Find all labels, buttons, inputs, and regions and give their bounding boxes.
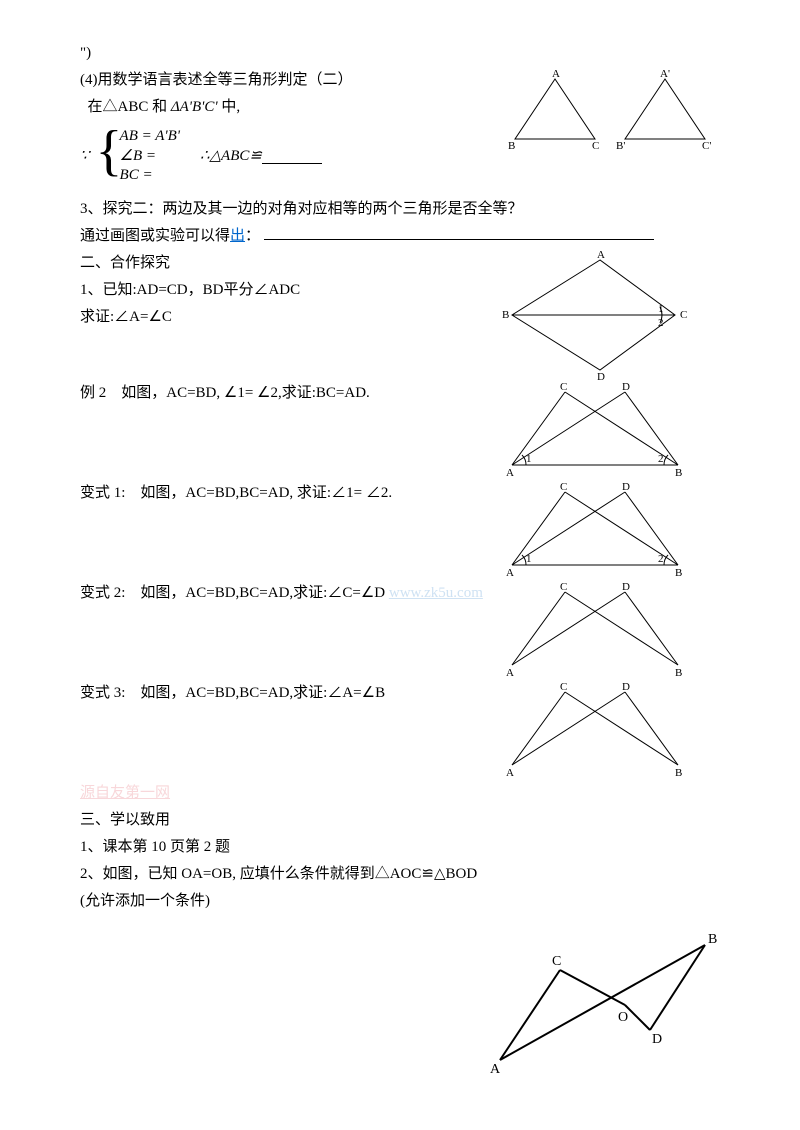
in-tri-prefix: 在△ABC 和 — [88, 99, 168, 115]
variant-1: 变式 1: 如图，AC=BD,BC=AD, 求证:∠1= ∠2. A B — [80, 480, 720, 580]
in-tri-tail: 中, — [221, 99, 240, 115]
label-Cp: C' — [702, 140, 711, 152]
in-triangles: 在△ABC 和 ΔA'B'C' 中, — [80, 94, 500, 121]
w4-A: A — [506, 767, 514, 779]
var3-text: 变式 3: 如图，AC=BD,BC=AD,求证:∠A=∠B — [80, 680, 500, 707]
variant-3: 变式 3: 如图，AC=BD,BC=AD,求证:∠A=∠B A B C D — [80, 680, 720, 780]
brace-l1: AB = A'B' — [120, 127, 180, 147]
w2-B: B — [675, 567, 682, 579]
p1-l1: 1、已知:AD=CD，BD平分∠ADC — [80, 277, 500, 304]
r-B: B — [502, 309, 509, 321]
w2-A: A — [506, 567, 514, 579]
w-fig-3: A B C D — [500, 580, 720, 680]
r-A: A — [597, 250, 605, 261]
brace-l2: ∠B = — [120, 147, 180, 167]
label-C: C — [592, 140, 599, 152]
example-2: 例 2 如图，AC=BD, ∠1= ∠2,求证:BC=AD. A B — [80, 380, 720, 480]
p3-1: 1、课本第 10 页第 2 题 — [80, 834, 720, 861]
w1-2: 2 — [658, 453, 664, 465]
r-1: 1 — [658, 303, 664, 315]
w3-C: C — [560, 581, 567, 593]
brace-symbol: { — [96, 123, 123, 179]
w1-D: D — [622, 381, 630, 393]
w4-D: D — [622, 681, 630, 693]
w2-D: D — [622, 481, 630, 493]
r-C: C — [680, 309, 687, 321]
w1-B: B — [675, 467, 682, 479]
two-triangles-fig: A B C A' B' C' — [500, 67, 720, 157]
blank-long — [264, 224, 654, 240]
blank-1 — [262, 148, 322, 164]
delta-prime: ΔA'B'C' — [171, 99, 218, 115]
bowtie-wrap: A B C D O — [80, 925, 720, 1075]
bowtie-fig: A B C D O — [480, 925, 720, 1075]
ex2-text: 例 2 如图，AC=BD, ∠1= ∠2,求证:BC=AD. — [80, 380, 500, 407]
sec3-line2: 通过画图或实验可以得出： — [80, 223, 720, 250]
label-Bp: B' — [616, 140, 625, 152]
faint-red-text[interactable]: 源自友第一网 — [80, 780, 720, 807]
var1-text: 变式 1: 如图，AC=BD,BC=AD, 求证:∠1= ∠2. — [80, 480, 500, 507]
sec3-l2a: 通过画图或实验可以得 — [80, 228, 230, 244]
problem-1: 二、合作探究 1、已知:AD=CD，BD平分∠ADC 求证:∠A=∠C A B … — [80, 250, 720, 380]
variant-2: 变式 2: 如图，AC=BD,BC=AD,求证:∠C=∠D www.zk5u.c… — [80, 580, 720, 680]
w3-A: A — [506, 667, 514, 679]
b-A: A — [490, 1062, 501, 1075]
block-4: (4)用数学语言表述全等三角形判定（二） 在△ABC 和 ΔA'B'C' 中, … — [80, 67, 720, 186]
page: ") (4)用数学语言表述全等三角形判定（二） 在△ABC 和 ΔA'B'C' … — [0, 0, 800, 1115]
item4-line: (4)用数学语言表述全等三角形判定（二） — [80, 67, 500, 94]
sec3-colon: ： — [245, 228, 260, 244]
sec3-line1: 3、探究二：两边及其一边的对角对应相等的两个三角形是否全等？ — [80, 196, 720, 223]
r-D: D — [597, 371, 605, 380]
stray-quote: ") — [80, 40, 720, 67]
w1-C: C — [560, 381, 567, 393]
p1-l2: 求证:∠A=∠C — [80, 304, 500, 331]
var2-span: 变式 2: 如图，AC=BD,BC=AD,求证:∠C=∠D — [80, 585, 385, 601]
b-B: B — [708, 932, 717, 947]
label-B: B — [508, 140, 515, 152]
w-fig-4: A B C D — [500, 680, 720, 780]
w1-A: A — [506, 467, 514, 479]
b-C: C — [552, 954, 561, 969]
faint-link-1[interactable]: www.zk5u.com — [389, 585, 483, 601]
label-Ap: A' — [660, 68, 670, 80]
r-2: 2 — [658, 317, 664, 329]
w2-2: 2 — [658, 553, 664, 565]
heading-3: 三、学以致用 — [80, 807, 720, 834]
w-fig-2: A B C D 1 2 — [500, 480, 720, 580]
label-A: A — [552, 68, 560, 80]
rhombus-fig: A B C D 1 2 — [500, 250, 720, 380]
p3-2: 2、如图，已知 OA=OB, 应填什么条件就得到△AOC≌△BOD — [80, 861, 720, 888]
w2-1: 1 — [526, 553, 532, 565]
p3-2b: (允许添加一个条件) — [80, 888, 720, 915]
brace-group: { AB = A'B' ∠B = BC = — [92, 127, 200, 186]
brace-l3: BC = — [120, 166, 180, 186]
w1-1: 1 — [526, 453, 532, 465]
sec3-link[interactable]: 出 — [230, 228, 245, 244]
w3-D: D — [622, 581, 630, 593]
w4-C: C — [560, 681, 567, 693]
var2-text: 变式 2: 如图，AC=BD,BC=AD,求证:∠C=∠D www.zk5u.c… — [80, 580, 500, 607]
because: ∵ — [80, 143, 92, 170]
w4-B: B — [675, 767, 682, 779]
b-D: D — [652, 1032, 662, 1047]
therefore-text: ∴△ABC≌ — [200, 143, 262, 170]
w-fig-1: A B C D 1 2 — [500, 380, 720, 480]
w3-B: B — [675, 667, 682, 679]
heading-2: 二、合作探究 — [80, 250, 500, 277]
b-O: O — [618, 1010, 628, 1025]
w2-C: C — [560, 481, 567, 493]
